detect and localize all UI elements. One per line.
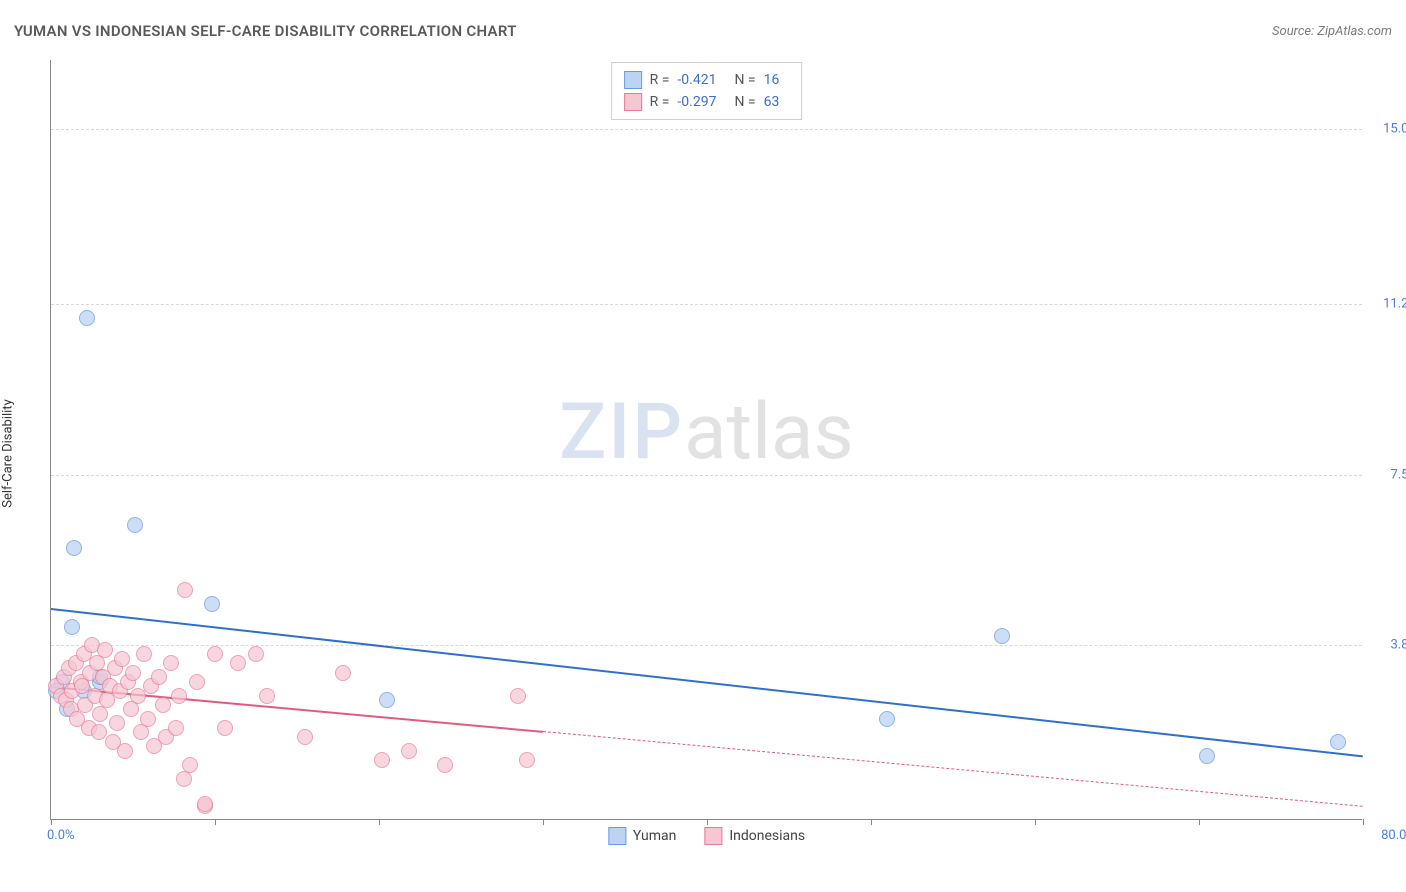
data-point-indonesians — [97, 642, 113, 658]
title-bar: YUMAN VS INDONESIAN SELF-CARE DISABILITY… — [14, 22, 1392, 40]
n-label: N = — [734, 94, 755, 110]
gridline — [51, 645, 1362, 646]
data-point-indonesians — [374, 752, 390, 768]
y-tick-label: 7.5% — [1390, 467, 1406, 482]
x-axis-min-label: 0.0% — [47, 828, 75, 843]
legend-swatch-indonesians — [624, 93, 642, 111]
y-tick-label: 11.2% — [1383, 297, 1406, 312]
data-point-indonesians — [133, 724, 149, 740]
data-point-indonesians — [114, 651, 130, 667]
watermark: ZIPatlas — [559, 387, 854, 478]
data-point-indonesians — [140, 711, 156, 727]
correlation-legend-row: R = -0.297 N = 63 — [624, 91, 790, 113]
legend-swatch-yuman — [608, 827, 626, 845]
watermark-part2: atlas — [684, 387, 854, 478]
data-point-indonesians — [163, 655, 179, 671]
data-point-indonesians — [182, 757, 198, 773]
r-label: R = — [650, 94, 670, 110]
gridline — [51, 475, 1362, 476]
data-point-yuman — [1199, 748, 1215, 764]
y-tick-label: 3.8% — [1390, 637, 1406, 652]
correlation-legend: R = -0.421 N = 16 R = -0.297 N = 63 — [611, 62, 803, 120]
data-point-indonesians — [91, 724, 107, 740]
data-point-indonesians — [259, 688, 275, 704]
data-point-yuman — [64, 619, 80, 635]
legend-item-indonesians: Indonesians — [704, 827, 805, 845]
gridline — [51, 129, 1362, 130]
x-tick — [51, 819, 52, 825]
data-point-indonesians — [437, 757, 453, 773]
data-point-indonesians — [177, 582, 193, 598]
x-tick — [215, 819, 216, 825]
data-point-indonesians — [519, 752, 535, 768]
data-point-yuman — [1330, 734, 1346, 750]
x-tick — [379, 819, 380, 825]
gridline — [51, 304, 1362, 305]
data-point-indonesians — [117, 743, 133, 759]
n-value-yuman: 16 — [764, 72, 780, 88]
r-value-yuman: -0.421 — [677, 72, 716, 88]
watermark-part1: ZIP — [559, 387, 684, 478]
data-point-yuman — [66, 540, 82, 556]
data-point-indonesians — [248, 646, 264, 662]
x-tick — [1035, 819, 1036, 825]
data-point-yuman — [379, 692, 395, 708]
data-point-indonesians — [176, 771, 192, 787]
data-point-indonesians — [109, 715, 125, 731]
data-point-indonesians — [401, 743, 417, 759]
y-tick-label: 15.0% — [1383, 122, 1406, 137]
data-point-indonesians — [510, 688, 526, 704]
legend-label: Yuman — [633, 828, 676, 844]
y-axis-label: Self-Care Disability — [1, 399, 16, 507]
data-point-indonesians — [189, 674, 205, 690]
data-point-indonesians — [168, 720, 184, 736]
data-point-yuman — [127, 517, 143, 533]
x-tick — [543, 819, 544, 825]
data-point-indonesians — [171, 688, 187, 704]
source-attribution: Source: ZipAtlas.com — [1272, 24, 1392, 39]
data-point-indonesians — [335, 665, 351, 681]
x-axis-max-label: 80.0% — [1381, 828, 1406, 843]
data-point-indonesians — [123, 701, 139, 717]
r-value-indonesians: -0.297 — [677, 94, 716, 110]
n-label: N = — [734, 72, 755, 88]
x-tick — [707, 819, 708, 825]
legend-item-yuman: Yuman — [608, 827, 676, 845]
data-point-indonesians — [230, 655, 246, 671]
scatter-plot-area: ZIPatlas R = -0.421 N = 16 R = -0.297 N … — [50, 60, 1362, 820]
chart-title: YUMAN VS INDONESIAN SELF-CARE DISABILITY… — [14, 22, 517, 40]
series-legend: Yuman Indonesians — [608, 827, 805, 845]
data-point-yuman — [79, 310, 95, 326]
data-point-yuman — [204, 596, 220, 612]
data-point-indonesians — [297, 729, 313, 745]
data-point-indonesians — [136, 646, 152, 662]
correlation-legend-row: R = -0.421 N = 16 — [624, 69, 790, 91]
data-point-yuman — [994, 628, 1010, 644]
x-tick — [1363, 819, 1364, 825]
x-tick — [871, 819, 872, 825]
legend-swatch-indonesians — [704, 827, 722, 845]
data-point-indonesians — [217, 720, 233, 736]
data-point-indonesians — [125, 665, 141, 681]
legend-swatch-yuman — [624, 71, 642, 89]
data-point-indonesians — [155, 697, 171, 713]
data-point-indonesians — [207, 646, 223, 662]
r-label: R = — [650, 72, 670, 88]
data-point-indonesians — [151, 669, 167, 685]
data-point-yuman — [879, 711, 895, 727]
x-tick — [1199, 819, 1200, 825]
data-point-indonesians — [92, 706, 108, 722]
n-value-indonesians: 63 — [764, 94, 780, 110]
data-point-indonesians — [197, 796, 213, 812]
legend-label: Indonesians — [729, 828, 805, 844]
regression-line-yuman — [51, 608, 1363, 757]
